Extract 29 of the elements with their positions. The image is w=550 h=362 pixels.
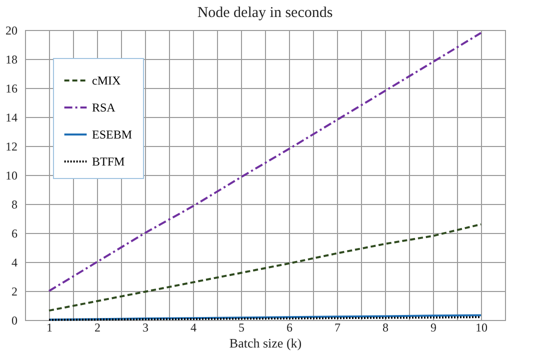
y-tick-label: 6 xyxy=(12,226,18,240)
legend-label: BTFM xyxy=(92,154,126,168)
x-axis-title: Batch size (k) xyxy=(229,336,302,350)
y-tick-label: 14 xyxy=(6,110,18,124)
x-tick-label: 3 xyxy=(142,320,148,334)
chart-title: Node delay in seconds xyxy=(197,5,333,21)
y-tick-label: 12 xyxy=(6,140,18,154)
x-tick-label: 8 xyxy=(382,320,388,334)
y-tick-label: 2 xyxy=(12,284,18,298)
y-tick-label: 16 xyxy=(6,82,18,96)
x-tick-label: 7 xyxy=(334,320,340,334)
legend-label: cMIX xyxy=(92,74,121,88)
y-tick-label: 0 xyxy=(12,314,18,328)
legend-label: RSA xyxy=(92,100,116,114)
x-tick-label: 4 xyxy=(190,320,196,334)
y-tick-label: 4 xyxy=(12,256,18,270)
x-tick-label: 6 xyxy=(286,320,292,334)
x-tick-label: 9 xyxy=(430,320,436,334)
x-tick-label: 1 xyxy=(46,320,52,334)
y-tick-label: 18 xyxy=(6,52,18,66)
x-tick-label: 5 xyxy=(238,320,244,334)
x-tick-label: 2 xyxy=(94,320,100,334)
y-tick-label: 20 xyxy=(6,24,18,38)
line-series xyxy=(48,32,482,292)
legend-label: ESEBM xyxy=(92,128,132,142)
line-series xyxy=(48,223,482,312)
x-tick-label: 10 xyxy=(476,320,488,334)
y-tick-label: 10 xyxy=(6,168,18,182)
y-tick-label: 8 xyxy=(12,198,18,212)
